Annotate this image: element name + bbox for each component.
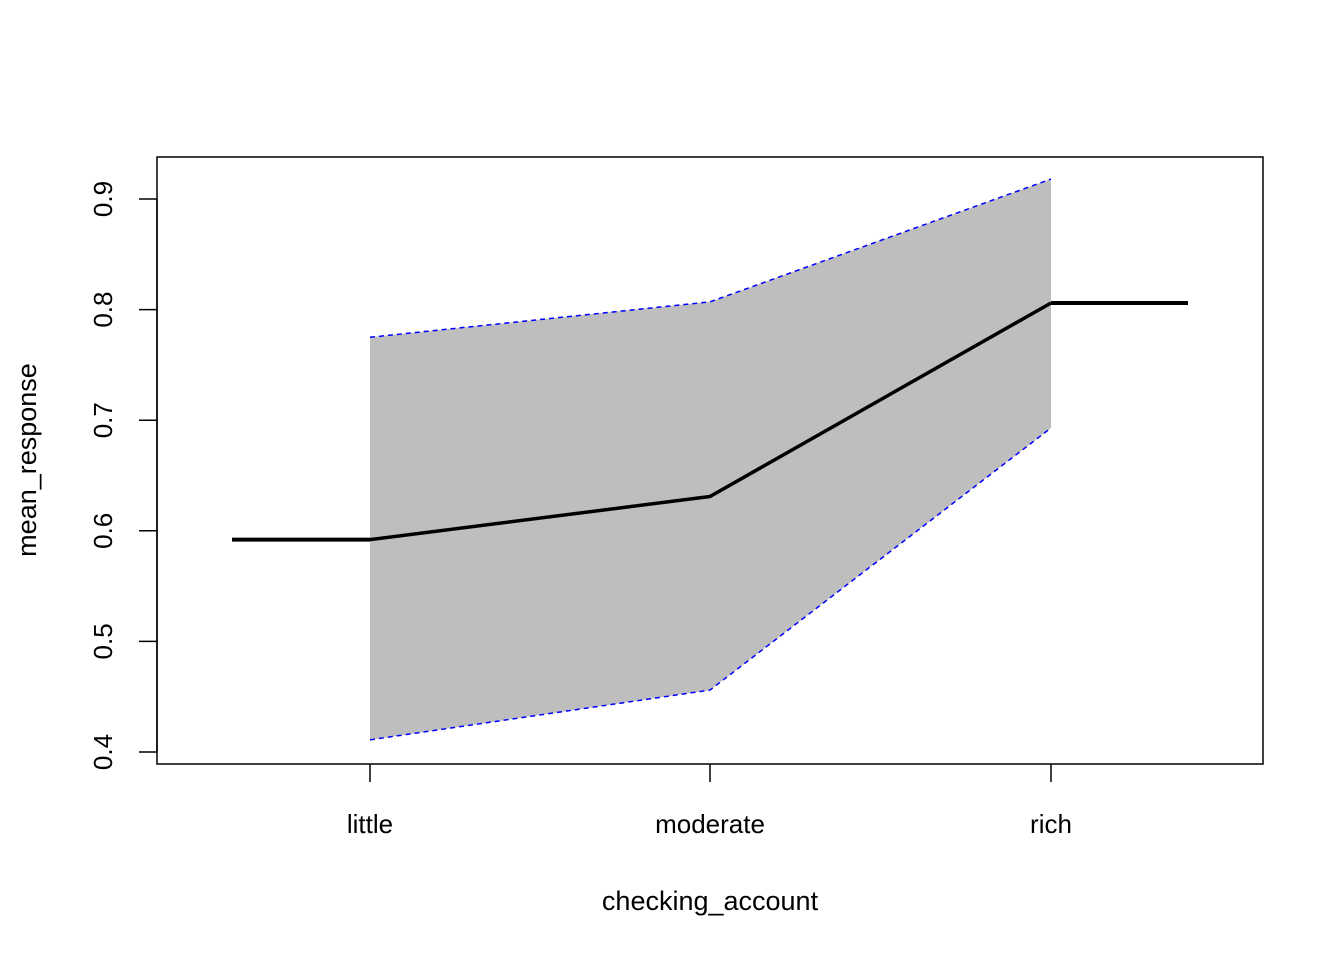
y-axis-title: mean_response: [12, 363, 42, 557]
x-tick-label: rich: [1030, 809, 1072, 839]
confidence-band-layer: [370, 179, 1051, 740]
confidence-band: [370, 179, 1051, 740]
y-axis: 0.4 0.5 0.6 0.7 0.8 0.9: [88, 181, 158, 770]
y-tick-label: 0.7: [88, 402, 118, 438]
y-tick-label: 0.5: [88, 623, 118, 659]
line-layer: [232, 178, 1188, 741]
y-tick-label: 0.8: [88, 292, 118, 328]
lower-bound-line: [369, 427, 1052, 741]
x-axis-title: checking_account: [602, 886, 819, 916]
x-axis: little moderate rich: [347, 764, 1072, 839]
x-tick-label: little: [347, 809, 393, 839]
y-tick-label: 0.6: [88, 513, 118, 549]
y-tick-label: 0.9: [88, 181, 118, 217]
x-tick-label: moderate: [655, 809, 765, 839]
mean-line: [369, 301, 1052, 542]
y-tick-label: 0.4: [88, 734, 118, 770]
